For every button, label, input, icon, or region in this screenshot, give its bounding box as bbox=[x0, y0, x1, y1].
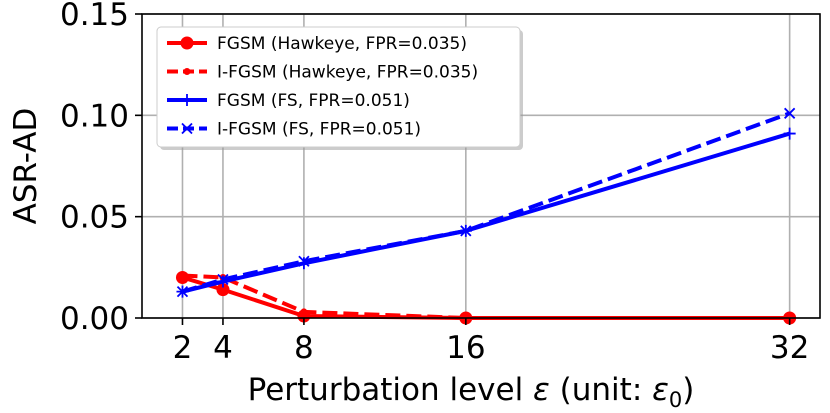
legend-entry: FGSM (Hawkeye, FPR=0.035) bbox=[167, 34, 467, 54]
data-point bbox=[216, 283, 230, 297]
legend-entry: I-FGSM (Hawkeye, FPR=0.035) bbox=[167, 63, 478, 83]
y-tick-label: 0.10 bbox=[60, 98, 129, 134]
data-point bbox=[178, 271, 186, 279]
data-point bbox=[460, 225, 472, 237]
legend-marker bbox=[183, 68, 191, 75]
x-tick-label: 32 bbox=[770, 330, 809, 366]
x-tick-label: 8 bbox=[294, 330, 314, 366]
data-point bbox=[176, 286, 189, 298]
legend-marker bbox=[180, 36, 194, 50]
series-fgsm-fs-fpr-0-051 bbox=[176, 127, 796, 298]
series-line bbox=[182, 273, 790, 320]
y-axis-label: ASR-AD bbox=[8, 108, 44, 225]
y-axis-ticks: 0.00 0.05 0.10 0.15 bbox=[60, 0, 142, 337]
x-axis-ticks: 2 4 8 16 32 bbox=[173, 318, 809, 366]
series-i-fgsm-hawkeye-fpr-0-035 bbox=[178, 271, 794, 322]
legend-label: FGSM (FS, FPR=0.051) bbox=[217, 91, 410, 111]
legend-label: I-FGSM (Hawkeye, FPR=0.035) bbox=[217, 63, 478, 83]
series-i-fgsm-fs-fpr-0-051 bbox=[176, 107, 796, 298]
legend-box bbox=[156, 26, 521, 148]
x-tick-label: 16 bbox=[446, 330, 485, 366]
data-point bbox=[298, 255, 310, 267]
y-tick-label: 0.15 bbox=[60, 0, 129, 33]
legend-label: I-FGSM (FS, FPR=0.051) bbox=[217, 120, 421, 140]
legend-entry: I-FGSM (FS, FPR=0.051) bbox=[167, 120, 421, 140]
legend-label: FGSM (Hawkeye, FPR=0.035) bbox=[217, 34, 467, 54]
y-tick-label: 0.05 bbox=[60, 200, 129, 236]
data-point bbox=[783, 127, 796, 140]
y-tick-label: 0.00 bbox=[60, 301, 129, 337]
data-point bbox=[217, 273, 229, 286]
x-axis-label: Perturbation level ε (unit: ε0) bbox=[248, 372, 695, 412]
data-point bbox=[300, 308, 308, 316]
data-point bbox=[297, 257, 310, 270]
data-point bbox=[784, 107, 796, 119]
series-line bbox=[181, 111, 791, 294]
legend-marker bbox=[181, 122, 193, 135]
x-tick-label: 2 bbox=[173, 330, 193, 366]
legend-entry: FGSM (FS, FPR=0.051) bbox=[167, 91, 410, 111]
x-tick-label: 4 bbox=[213, 330, 233, 366]
axes-frame bbox=[141, 13, 821, 319]
legend: FGSM (Hawkeye, FPR=0.035) I-FGSM (Hawkeye… bbox=[156, 26, 523, 150]
legend-marker bbox=[181, 94, 193, 106]
